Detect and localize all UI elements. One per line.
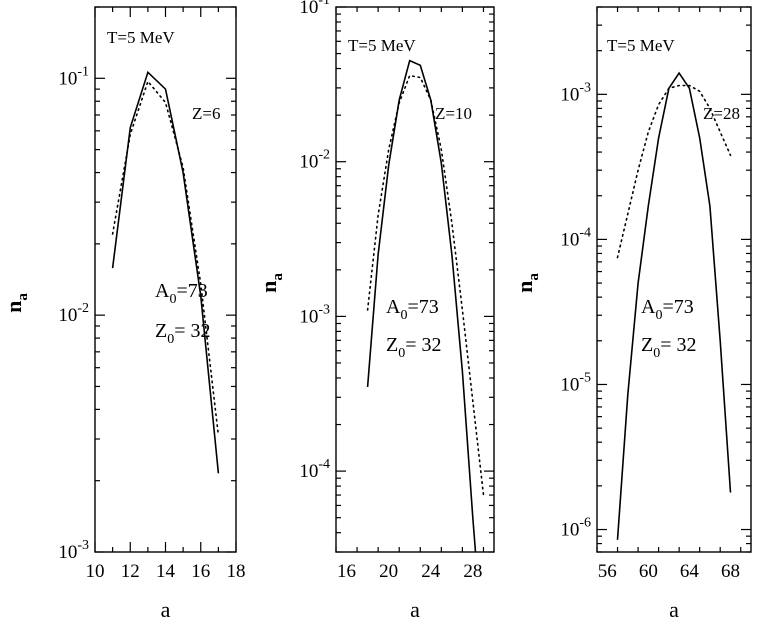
x-tick-label: 16: [337, 561, 356, 582]
series-solid-line: [616, 71, 732, 540]
panel-middle: 16 20 24 28 10-1 10-2 10-3 10-4 a na T=5 MeV Z=10 A0…: [256, 0, 495, 622]
series-dotted-line: [616, 84, 732, 259]
y-tick-label: 10-3: [560, 80, 591, 105]
z0-annotation: Z0= 32: [641, 334, 697, 361]
charge-annotation: Z=6: [192, 104, 220, 123]
y-axis-label: na: [1, 293, 31, 313]
x-axis-label: a: [669, 597, 679, 622]
x-tick-label: 24: [421, 561, 441, 582]
z0-annotation: Z0= 32: [386, 334, 442, 361]
plot-frame: [596, 6, 752, 553]
x-axis-label: a: [410, 597, 420, 622]
panel-right: 56 60 64 68 10-3 10-4 10-5 10-6 a na T=5 MeV Z=28 A0…: [512, 6, 752, 622]
series-dotted-line: [111, 79, 220, 437]
x-tick-label: 56: [598, 561, 617, 582]
y-axis-label: na: [256, 273, 286, 293]
x-tick-label: 68: [721, 561, 740, 582]
x-tick-label: 10: [86, 561, 105, 582]
x-tick-label: 16: [191, 561, 210, 582]
x-axis-label: a: [161, 597, 171, 622]
y-tick-label: 10-4: [299, 457, 330, 482]
y-axis-label: na: [512, 273, 542, 293]
y-tick-label: 10-4: [560, 225, 591, 250]
charge-annotation: Z=28: [703, 104, 740, 123]
y-tick-label: 10-3: [299, 302, 330, 327]
y-tick-label: 10-5: [560, 370, 591, 395]
series-solid-line: [111, 70, 220, 474]
z0-annotation: Z0= 32: [155, 320, 211, 347]
x-tick-label: 14: [156, 561, 176, 582]
temperature-annotation: T=5 MeV: [348, 36, 416, 55]
x-tick-label: 18: [227, 561, 246, 582]
panel-left: 10 12 14 16 18 10-1 10-2 10-3 a na T=5 MeV Z=6 A0=73…: [1, 6, 246, 622]
temperature-annotation: T=5 MeV: [107, 28, 175, 47]
plot-frame: [335, 6, 495, 553]
x-tick-label: 28: [463, 561, 482, 582]
temperature-annotation: T=5 MeV: [607, 36, 675, 55]
x-tick-label: 60: [639, 561, 658, 582]
a0-annotation: A0=73: [641, 296, 694, 323]
y-tick-label: 10-6: [560, 516, 591, 541]
a0-annotation: A0=73: [155, 280, 208, 307]
a0-annotation: A0=73: [386, 296, 439, 323]
series-dotted-line: [366, 74, 485, 496]
y-tick-label: 10-3: [58, 538, 89, 563]
x-tick-label: 20: [379, 561, 398, 582]
series-solid-line: [366, 59, 477, 552]
y-tick-label: 10-1: [299, 0, 330, 18]
y-tick-label: 10-2: [58, 301, 89, 326]
charge-annotation: Z=10: [435, 104, 472, 123]
x-tick-label: 12: [121, 561, 140, 582]
y-tick-label: 10-2: [299, 148, 330, 173]
y-tick-label: 10-1: [58, 64, 89, 89]
x-tick-label: 64: [680, 561, 700, 582]
